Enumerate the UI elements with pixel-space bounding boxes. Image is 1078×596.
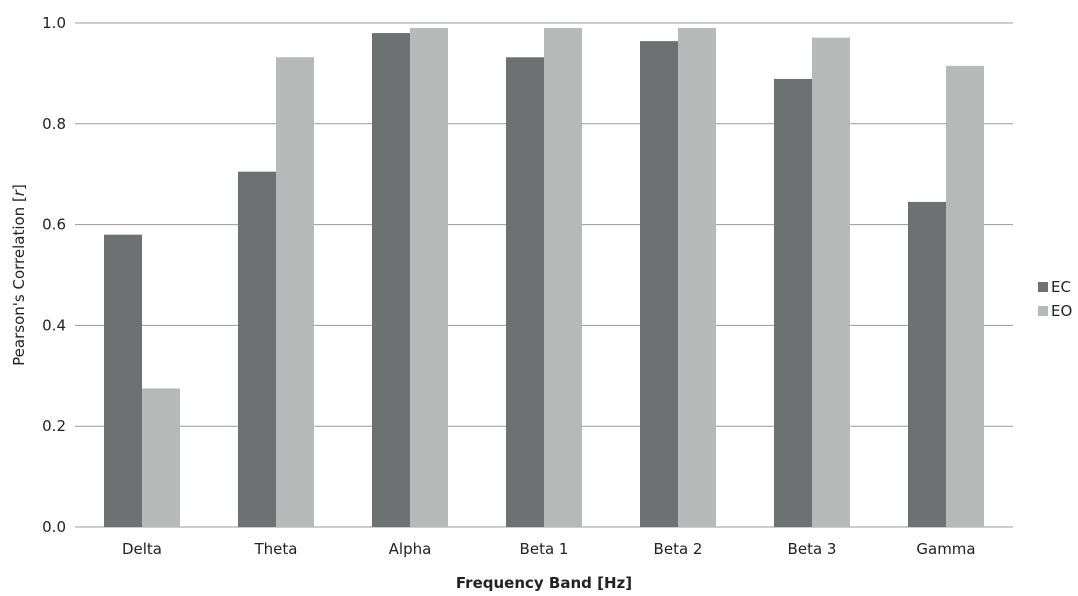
y-tick-label: 0.0 xyxy=(42,518,66,536)
bar-eo-beta-3 xyxy=(812,37,850,528)
bar-ec-beta-1 xyxy=(506,57,544,527)
legend-label-ec: EC xyxy=(1051,278,1071,296)
y-axis-title-variable: r xyxy=(10,189,28,196)
legend: EC EO xyxy=(1038,278,1072,320)
bar-eo-gamma xyxy=(946,65,984,527)
bar-eo-beta-2 xyxy=(678,28,716,527)
bar-ec-beta-2 xyxy=(640,41,678,527)
legend-swatch-ec xyxy=(1038,282,1048,292)
bar-ec-alpha xyxy=(372,33,410,528)
y-axis-ticks: 0.0 0.2 0.4 0.6 0.8 1.0 xyxy=(42,14,66,536)
x-tick-label: Delta xyxy=(122,540,162,558)
y-tick-label: 0.4 xyxy=(42,316,66,334)
x-tick-label: Alpha xyxy=(389,540,432,558)
legend-label-eo: EO xyxy=(1051,302,1072,320)
legend-swatch-eo xyxy=(1038,306,1048,316)
x-axis-title: Frequency Band [Hz] xyxy=(456,574,632,592)
x-tick-label: Beta 2 xyxy=(654,540,703,558)
x-tick-label: Gamma xyxy=(916,540,975,558)
bar-ec-beta-3 xyxy=(774,78,812,527)
y-tick-label: 1.0 xyxy=(42,14,66,32)
x-tick-label: Beta 3 xyxy=(788,540,837,558)
y-axis-title: Pearson's Correlation [r] xyxy=(10,184,28,366)
bar-ec-theta xyxy=(238,171,276,527)
bar-ec-gamma xyxy=(908,201,946,528)
x-axis-ticks: Delta Theta Alpha Beta 1 Beta 2 Beta 3 Gamma xyxy=(122,540,976,558)
x-tick-label: Beta 1 xyxy=(520,540,569,558)
bar-ec-delta xyxy=(104,234,142,527)
bar-eo-delta xyxy=(142,388,180,527)
y-tick-label: 0.8 xyxy=(42,115,66,133)
bar-eo-alpha xyxy=(410,28,448,527)
x-tick-label: Theta xyxy=(254,540,298,558)
bars-layer xyxy=(104,28,984,528)
y-axis-title-suffix: ] xyxy=(10,184,28,190)
y-tick-label: 0.2 xyxy=(42,417,66,435)
bar-eo-beta-1 xyxy=(544,28,582,527)
y-tick-label: 0.6 xyxy=(42,216,66,234)
y-axis-title-prefix: Pearson's Correlation [ xyxy=(10,196,28,366)
bar-eo-theta xyxy=(276,57,314,527)
